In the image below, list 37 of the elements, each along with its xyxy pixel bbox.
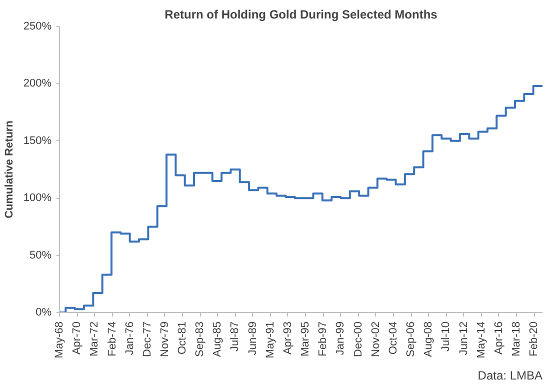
- x-tick-label: Dec-00: [352, 321, 364, 357]
- y-axis-title: Cumulative Return: [3, 120, 16, 218]
- x-tick-label: Feb-74: [106, 321, 118, 356]
- x-tick-label: Jun-12: [458, 321, 470, 356]
- y-tick-label: 100%: [23, 192, 52, 204]
- x-tick-label: Nov-79: [158, 321, 171, 357]
- y-tick-label: 50%: [29, 249, 52, 262]
- x-tick-label: Mar-18: [510, 322, 522, 356]
- x-tick-label: Jun-89: [246, 321, 259, 356]
- x-tick-label: Jan-99: [334, 321, 347, 356]
- x-tick-label: Mar-95: [300, 322, 312, 356]
- chart-title: Return of Holding Gold During Selected Months: [164, 8, 438, 22]
- text: Data: LMBA: [478, 368, 543, 382]
- x-tick-label: Feb-20: [528, 321, 540, 356]
- x-tick-label: Oct-04: [387, 321, 400, 355]
- y-tick-label: 200%: [23, 78, 52, 90]
- x-tick-label: May-68: [54, 321, 66, 358]
- x-tick-label: Sep-06: [405, 321, 418, 357]
- x-tick-label: May-91: [264, 321, 276, 358]
- x-tick-label: Aug-08: [422, 321, 435, 357]
- x-tick-label: Dec-77: [141, 321, 154, 357]
- x-tick-label: Sep-83: [194, 321, 206, 357]
- x-tick-label: Aug-85: [212, 321, 224, 357]
- x-tick-label: Jul-87: [229, 321, 242, 352]
- x-tick-label: Oct-81: [176, 321, 189, 355]
- y-tick-label: 0%: [36, 306, 52, 318]
- y-tick-label: 150%: [23, 134, 52, 147]
- x-tick-label: Apr-16: [492, 321, 505, 355]
- x-tick-label: Mar-72: [88, 322, 101, 356]
- x-tick-label: Jan-76: [124, 321, 136, 356]
- x-tick-label: Nov-02: [370, 321, 382, 357]
- x-tick-label: Apr-93: [282, 321, 294, 355]
- y-tick-label: 250%: [23, 20, 52, 32]
- x-tick-label: May-14: [475, 321, 488, 358]
- x-tick-label: Feb-97: [317, 321, 330, 356]
- x-tick-label: Jul-10: [440, 321, 452, 352]
- x-tick-label: Apr-70: [71, 321, 84, 355]
